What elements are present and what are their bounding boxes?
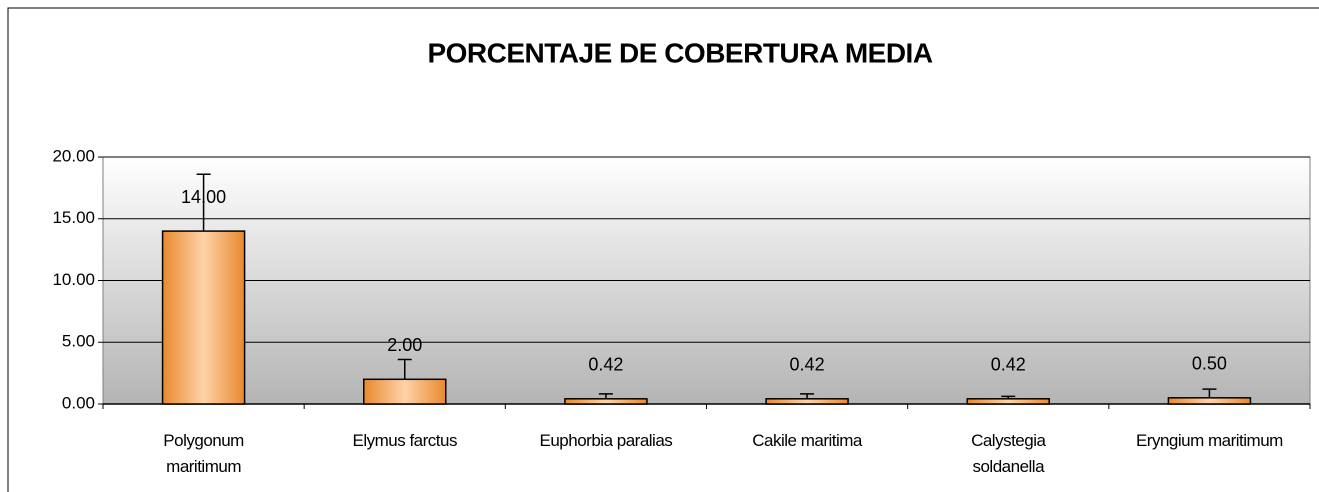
error-bar bbox=[1202, 388, 1217, 398]
y-tick-label: 0.00 bbox=[62, 393, 95, 412]
x-tick-label: Euphorbia paralias bbox=[539, 431, 673, 450]
data-label: 0.50 bbox=[1192, 354, 1227, 374]
chart-border bbox=[7, 7, 1319, 492]
data-label: 2.00 bbox=[387, 335, 422, 355]
chart-title: PORCENTAJE DE COBERTURA MEDIA bbox=[427, 37, 932, 68]
x-tick-label: Elymus farctus bbox=[352, 431, 458, 450]
x-tick-label: Eryngium maritimum bbox=[1135, 431, 1283, 450]
y-tick-label: 5.00 bbox=[62, 332, 95, 351]
y-tick-label: 10.00 bbox=[52, 270, 95, 289]
x-tick-label: Calystegia soldanella bbox=[971, 431, 1046, 476]
bar bbox=[161, 230, 246, 405]
error-bar bbox=[800, 393, 815, 399]
error-bar bbox=[1001, 395, 1016, 399]
data-label: 0.42 bbox=[991, 355, 1026, 375]
data-label: 0.42 bbox=[588, 355, 623, 375]
y-tick-label: 15.00 bbox=[52, 208, 95, 227]
bar bbox=[966, 398, 1050, 405]
bar bbox=[363, 378, 447, 405]
error-bar bbox=[397, 358, 412, 380]
bar bbox=[564, 398, 648, 405]
bar bbox=[765, 398, 849, 405]
error-bar bbox=[598, 393, 613, 399]
y-tick-label: 20.00 bbox=[52, 146, 95, 165]
x-tick-label: Cakile maritima bbox=[752, 431, 862, 450]
data-label: 14.00 bbox=[181, 187, 226, 207]
x-tick-label: Polygonum maritimum bbox=[163, 431, 244, 476]
error-bar bbox=[196, 173, 211, 232]
data-label: 0.42 bbox=[790, 355, 825, 375]
bar bbox=[1167, 397, 1252, 405]
